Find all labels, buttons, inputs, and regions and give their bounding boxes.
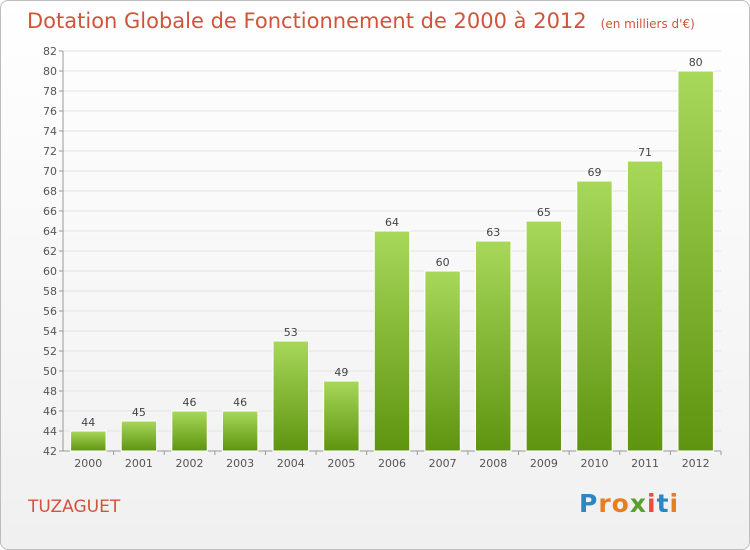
bar-2007 <box>424 270 461 452</box>
bar-2003 <box>221 410 259 452</box>
bar-2008 <box>475 240 512 452</box>
logo-letter: i <box>669 489 680 518</box>
bar-2010 <box>576 180 613 452</box>
x-tick-label-2009: 2009 <box>530 457 558 470</box>
x-tick-labels: 2000 2001 2002 2003 2004 2005 2006 2007 2008 2009… <box>74 457 709 470</box>
logo-letter: x <box>629 489 647 518</box>
y-tick-label: 42 <box>43 445 57 458</box>
bars <box>70 70 714 452</box>
y-tick-label: 52 <box>43 345 57 358</box>
data-label-2000: 44 <box>81 416 95 429</box>
bar-2012 <box>677 70 714 452</box>
logo-letter: i <box>647 489 657 518</box>
bar-2009 <box>525 220 563 452</box>
y-tick-label: 64 <box>43 225 57 238</box>
data-label-2007: 60 <box>436 256 450 269</box>
data-label-2001: 45 <box>132 406 146 419</box>
x-tick-label-2002: 2002 <box>176 457 204 470</box>
bar-2006 <box>373 230 411 452</box>
x-tick-label-2000: 2000 <box>74 457 102 470</box>
y-tick-label: 54 <box>43 325 57 338</box>
y-tick-label: 80 <box>43 65 57 78</box>
x-tick-label-2004: 2004 <box>277 457 305 470</box>
x-tick-label-2005: 2005 <box>327 457 355 470</box>
y-tick-label: 74 <box>43 125 57 138</box>
y-tick-label: 68 <box>43 185 57 198</box>
x-tick-label-2003: 2003 <box>226 457 254 470</box>
data-label-2010: 69 <box>587 166 601 179</box>
bar-2001 <box>120 420 158 452</box>
bar-2004 <box>272 340 309 452</box>
y-tick-label: 62 <box>43 245 57 258</box>
chart-title: Dotation Globale de Fonctionnement de 20… <box>27 9 695 33</box>
data-label-2003: 46 <box>233 396 247 409</box>
y-tick-label: 78 <box>43 85 57 98</box>
y-tick-label: 46 <box>43 405 57 418</box>
data-label-2002: 46 <box>183 396 197 409</box>
data-label-2011: 71 <box>638 146 652 159</box>
x-tick-label-2006: 2006 <box>378 457 406 470</box>
x-tick-label-2010: 2010 <box>580 457 608 470</box>
data-label-2005: 49 <box>334 366 348 379</box>
y-tick-label: 50 <box>43 365 57 378</box>
bar-2000 <box>70 430 107 452</box>
y-tick-label: 66 <box>43 205 57 218</box>
bar-2011 <box>626 160 664 452</box>
bar-2002 <box>171 410 208 452</box>
y-tick-labels: 42 44 46 48 50 52 54 56 58 60 62 64 66 68 70 72 74 76 78 80… <box>43 45 57 458</box>
data-label-2004: 53 <box>284 326 298 339</box>
chart-title-text: Dotation Globale de Fonctionnement de 20… <box>27 9 587 33</box>
y-tick-label: 60 <box>43 265 57 278</box>
y-tick-label: 76 <box>43 105 57 118</box>
bar-2005 <box>323 380 360 452</box>
logo-letter: t <box>656 489 670 518</box>
y-tick-label: 56 <box>43 305 57 318</box>
data-label-2012: 80 <box>689 56 703 69</box>
y-tick-label: 48 <box>43 385 57 398</box>
x-tick-label-2012: 2012 <box>682 457 710 470</box>
x-tick-label-2011: 2011 <box>631 457 659 470</box>
x-tick-label-2008: 2008 <box>479 457 507 470</box>
y-tick-label: 72 <box>43 145 57 158</box>
data-label-2009: 65 <box>537 206 551 219</box>
logo-letter: P <box>579 489 599 518</box>
x-tick-label-2001: 2001 <box>125 457 153 470</box>
data-labels: 44 45 46 46 53 49 64 60 63 65 69 71 80 <box>81 56 702 429</box>
y-tick-label: 82 <box>43 45 57 58</box>
y-tick-label: 70 <box>43 165 57 178</box>
logo-letter: o <box>611 489 630 518</box>
data-label-2008: 63 <box>486 226 500 239</box>
y-tick-label: 44 <box>43 425 57 438</box>
chart-subtitle: (en milliers d'€) <box>600 17 695 31</box>
y-tick-label: 58 <box>43 285 57 298</box>
proxiti-logo: Proxiti <box>579 489 679 518</box>
data-label-2006: 64 <box>385 216 399 229</box>
x-tick-label-2007: 2007 <box>429 457 457 470</box>
logo-letter: r <box>598 489 612 518</box>
commune-name: TUZAGUET <box>28 497 121 517</box>
